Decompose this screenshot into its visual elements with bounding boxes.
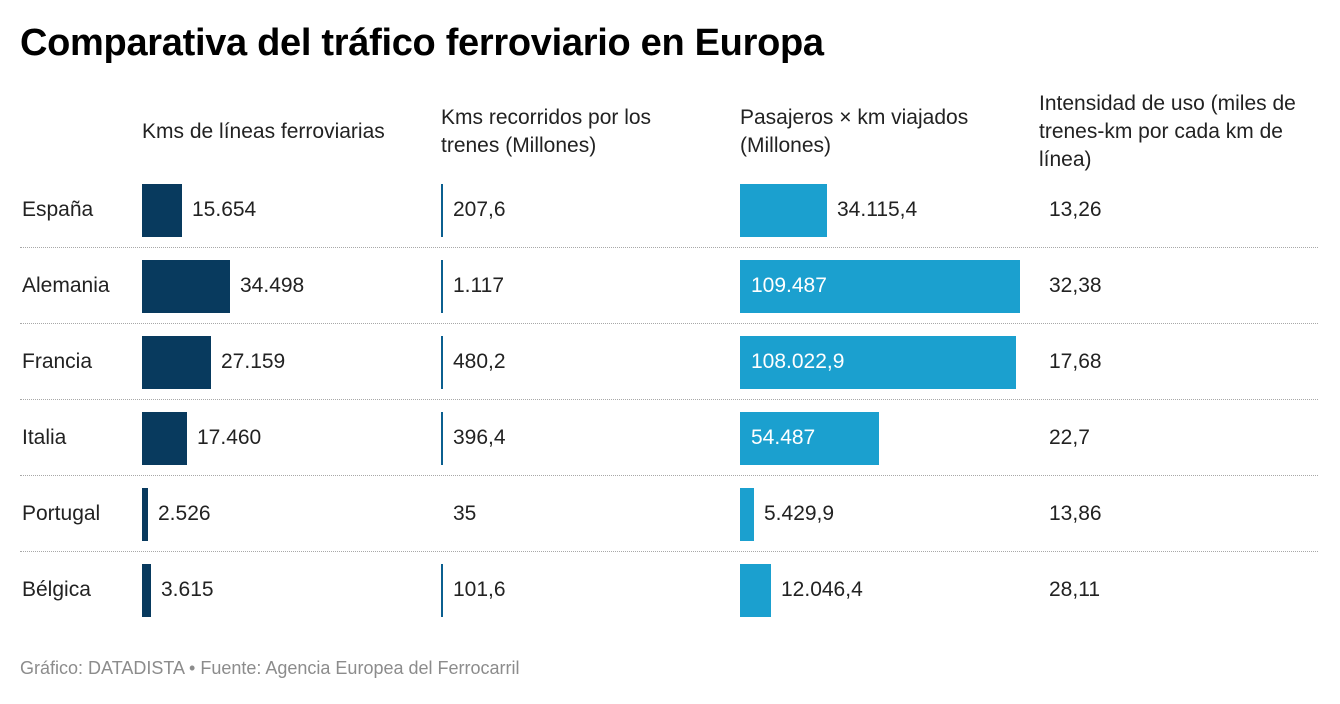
- pasajeros-km-value: 34.115,4: [837, 198, 918, 221]
- table-row: Francia 27.159 480,2 108.022,9 17,68: [0, 324, 1340, 400]
- table-row: Bélgica 3.615 101,6 12.046,4 28,11: [0, 552, 1340, 628]
- pasajeros-km-bar: [740, 336, 1016, 389]
- kms-lineas-bar: [142, 488, 148, 541]
- kms-recorridos-value: 480,2: [453, 350, 506, 373]
- kms-recorridos-bar: [441, 412, 443, 465]
- pasajeros-km-value: 12.046,4: [781, 578, 863, 601]
- table-row: Alemania 34.498 1.117 109.487 32,38: [0, 248, 1340, 324]
- kms-recorridos-value: 35: [453, 502, 477, 525]
- pasajeros-km-bar: [740, 564, 771, 617]
- pasajeros-km-bar: [740, 184, 827, 237]
- kms-lineas-bar: [142, 260, 230, 313]
- table-row: Portugal 2.526 35 5.429,9 13,86: [0, 476, 1340, 552]
- column-header-kms-lineas: Kms de líneas ferroviarias: [142, 120, 385, 143]
- column-header-pasajeros-km: Pasajeros × km viajados (Millones): [740, 106, 969, 157]
- intensidad-value: 13,86: [1049, 502, 1102, 525]
- column-header-kms-recorridos: Kms recorridos por los trenes (Millones): [441, 106, 652, 157]
- kms-lineas-bar: [142, 564, 151, 617]
- country-label: Alemania: [22, 274, 110, 297]
- pasajeros-km-value: 54.487: [751, 426, 816, 449]
- row-divider: [20, 475, 1318, 476]
- row-divider: [20, 247, 1318, 248]
- row-divider: [20, 323, 1318, 324]
- kms-lineas-value: 15.654: [192, 198, 257, 221]
- kms-lineas-value: 3.615: [161, 578, 214, 601]
- kms-recorridos-bar: [441, 260, 443, 313]
- pasajeros-km-bar: [740, 260, 1020, 313]
- kms-recorridos-value: 1.117: [453, 274, 504, 297]
- column-header-intensidad: Intensidad de uso (miles de trenes-km po…: [1039, 92, 1296, 171]
- pasajeros-km-bar: [740, 412, 879, 465]
- pasajeros-km-value: 108.022,9: [751, 350, 845, 373]
- kms-recorridos-bar: [441, 336, 443, 389]
- pasajeros-km-value: 5.429,9: [764, 502, 835, 525]
- intensidad-value: 22,7: [1049, 426, 1090, 449]
- row-divider: [20, 551, 1318, 552]
- country-label: Portugal: [22, 502, 101, 525]
- table-row: España 15.654 207,6 34.115,4 13,26: [0, 172, 1340, 248]
- kms-recorridos-bar: [441, 184, 443, 237]
- kms-lineas-value: 34.498: [240, 274, 305, 297]
- kms-lineas-value: 17.460: [197, 426, 262, 449]
- pasajeros-km-value: 109.487: [751, 274, 827, 297]
- pasajeros-km-bar: [740, 488, 754, 541]
- kms-recorridos-value: 101,6: [453, 578, 506, 601]
- kms-recorridos-value: 396,4: [453, 426, 506, 449]
- kms-lineas-bar: [142, 412, 187, 465]
- source-footer: Gráfico: DATADISTA • Fuente: Agencia Eur…: [20, 658, 520, 678]
- kms-lineas-value: 2.526: [158, 502, 211, 525]
- intensidad-value: 17,68: [1049, 350, 1102, 373]
- kms-lineas-value: 27.159: [221, 350, 286, 373]
- table-row: Italia 17.460 396,4 54.487 22,7: [0, 400, 1340, 476]
- chart-title: Comparativa del tráfico ferroviario en E…: [20, 22, 824, 64]
- intensidad-value: 32,38: [1049, 274, 1102, 297]
- kms-recorridos-value: 207,6: [453, 198, 506, 221]
- kms-recorridos-bar: [441, 564, 443, 617]
- intensidad-value: 13,26: [1049, 198, 1102, 221]
- country-label: España: [22, 198, 94, 221]
- intensidad-value: 28,11: [1049, 578, 1100, 601]
- country-label: Italia: [22, 426, 67, 449]
- country-label: Bélgica: [22, 578, 91, 601]
- country-label: Francia: [22, 350, 93, 373]
- kms-lineas-bar: [142, 184, 182, 237]
- row-divider: [20, 399, 1318, 400]
- kms-lineas-bar: [142, 336, 211, 389]
